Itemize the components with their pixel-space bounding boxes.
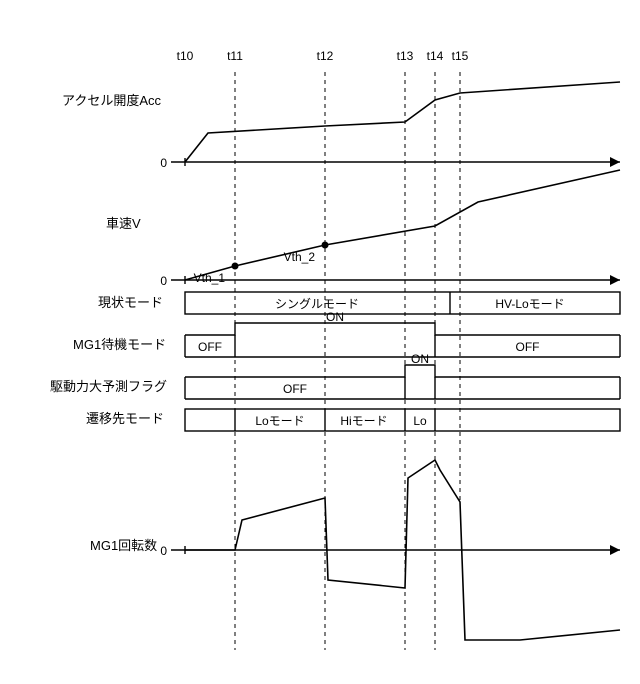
timing-diagram: t10 t11 t12 t13 t14 t15 アクセル開度Acc 0 車速V 0 Vth_1 Vth…	[10, 10, 640, 674]
svg-text:t15: t15	[452, 49, 469, 63]
svg-text:Hiモード: Hiモード	[340, 414, 387, 428]
svg-text:0: 0	[160, 156, 167, 170]
svg-text:t12: t12	[317, 49, 334, 63]
svg-text:アクセル開度Acc: アクセル開度Acc	[62, 93, 162, 108]
svg-text:0: 0	[160, 544, 167, 558]
svg-text:ON: ON	[411, 352, 429, 366]
svg-text:HV-Loモード: HV-Loモード	[495, 297, 564, 311]
svg-text:車速V: 車速V	[106, 216, 141, 231]
svg-text:t11: t11	[227, 49, 243, 63]
svg-text:0: 0	[160, 274, 167, 288]
svg-text:Lo: Lo	[413, 414, 427, 428]
svg-text:t14: t14	[427, 49, 444, 63]
svg-text:MG1待機モード: MG1待機モード	[73, 337, 166, 352]
svg-text:t13: t13	[397, 49, 414, 63]
svg-text:駆動力大予測フラグ: 駆動力大予測フラグ	[50, 379, 167, 394]
svg-text:シングルモード: シングルモード	[275, 297, 359, 311]
svg-text:Loモード: Loモード	[255, 414, 304, 428]
svg-text:OFF: OFF	[198, 340, 222, 354]
svg-text:MG1回転数: MG1回転数	[90, 538, 157, 553]
svg-text:t10: t10	[177, 49, 194, 63]
svg-text:Vth_1: Vth_1	[194, 271, 226, 285]
svg-text:OFF: OFF	[516, 340, 540, 354]
svg-text:ON: ON	[326, 310, 344, 324]
svg-text:現状モード: 現状モード	[98, 295, 163, 310]
svg-text:OFF: OFF	[283, 382, 307, 396]
svg-text:Vth_2: Vth_2	[284, 250, 316, 264]
svg-text:遷移先モード: 遷移先モード	[86, 411, 164, 426]
